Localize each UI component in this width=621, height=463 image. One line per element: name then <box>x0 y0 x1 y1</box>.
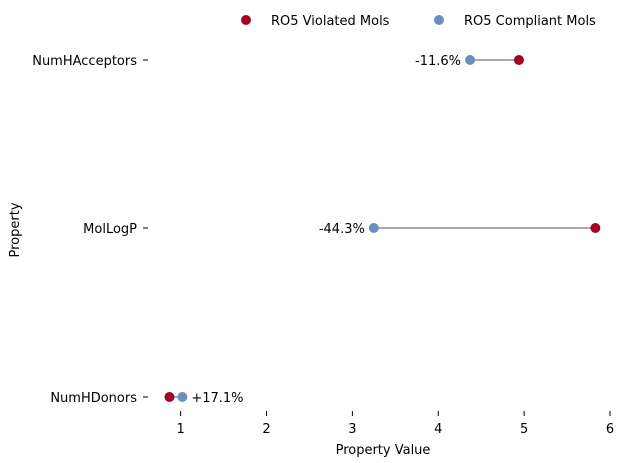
y-axis-label: Property <box>8 202 23 257</box>
x-tick-label: 4 <box>434 422 442 437</box>
y-tick-label: MolLogP <box>83 222 137 237</box>
point-compliant <box>465 55 476 65</box>
x-tick-label: 1 <box>176 422 184 437</box>
x-tick-label: 3 <box>348 422 356 437</box>
x-tick-label: 5 <box>520 422 528 437</box>
legend: RO5 Violated Mols RO5 Compliant Mols <box>241 14 596 29</box>
y-axis: NumHAcceptors MolLogP NumHDonors <box>32 54 148 406</box>
legend-marker-compliant <box>434 15 444 25</box>
delta-annotation: -44.3% <box>319 222 365 237</box>
legend-label-compliant: RO5 Compliant Mols <box>464 14 596 29</box>
x-tick-label: 2 <box>262 422 270 437</box>
y-tick-label: NumHAcceptors <box>32 54 137 69</box>
point-violated <box>164 392 175 402</box>
point-violated <box>513 55 524 65</box>
point-compliant <box>368 223 379 233</box>
legend-marker-violated <box>241 15 251 25</box>
point-violated <box>590 223 601 233</box>
legend-label-violated: RO5 Violated Mols <box>271 14 390 29</box>
x-axis: 1 2 3 4 5 6 <box>176 411 614 437</box>
delta-annotation: -11.6% <box>415 54 461 69</box>
y-tick-label: NumHDonors <box>50 391 137 406</box>
plot-area: -11.6% -44.3% +17.1% <box>164 54 601 406</box>
x-axis-label: Property Value <box>336 443 431 458</box>
delta-annotation: +17.1% <box>191 391 243 406</box>
x-tick-label: 6 <box>606 422 614 437</box>
point-compliant <box>177 392 188 402</box>
